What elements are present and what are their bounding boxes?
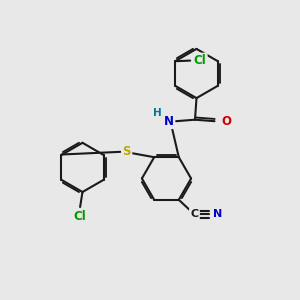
- Text: N: N: [213, 209, 222, 219]
- Text: C: C: [190, 209, 199, 219]
- Text: H: H: [153, 108, 162, 118]
- Text: O: O: [221, 115, 232, 128]
- Text: N: N: [164, 115, 174, 128]
- Text: Cl: Cl: [73, 210, 86, 223]
- Text: S: S: [122, 145, 131, 158]
- Text: Cl: Cl: [194, 54, 206, 67]
